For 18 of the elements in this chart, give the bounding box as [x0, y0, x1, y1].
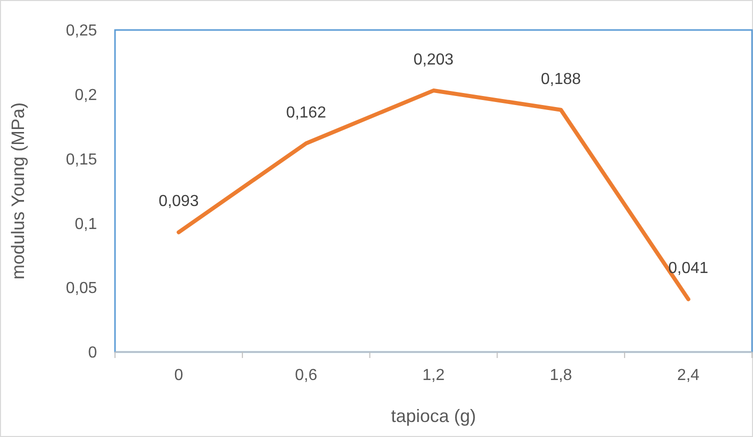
- x-tick-label: 0,6: [294, 367, 318, 384]
- y-tick-label: 0,2: [74, 87, 98, 104]
- x-tick-label: 2,4: [677, 367, 700, 384]
- data-label: 0,162: [286, 104, 326, 122]
- y-tick-label: 0,15: [66, 151, 98, 168]
- data-label: 0,093: [158, 193, 199, 210]
- y-tick-label: 0,05: [66, 280, 98, 298]
- y-tick-label: 0,25: [66, 22, 98, 40]
- y-tick-label: 0,1: [74, 216, 98, 233]
- data-label: 0,203: [413, 52, 454, 69]
- x-tick-label: 1,2: [422, 367, 445, 384]
- y-tick-label: 0: [88, 344, 98, 362]
- x-tick-label: 0: [174, 367, 184, 384]
- data-label: 0,041: [668, 260, 708, 278]
- x-axis-title: tapioca (g): [390, 406, 476, 426]
- x-tick-label: 1,8: [550, 367, 572, 384]
- data-label: 0,188: [540, 70, 582, 88]
- y-axis-title: modulus Young (MPa): [8, 102, 28, 280]
